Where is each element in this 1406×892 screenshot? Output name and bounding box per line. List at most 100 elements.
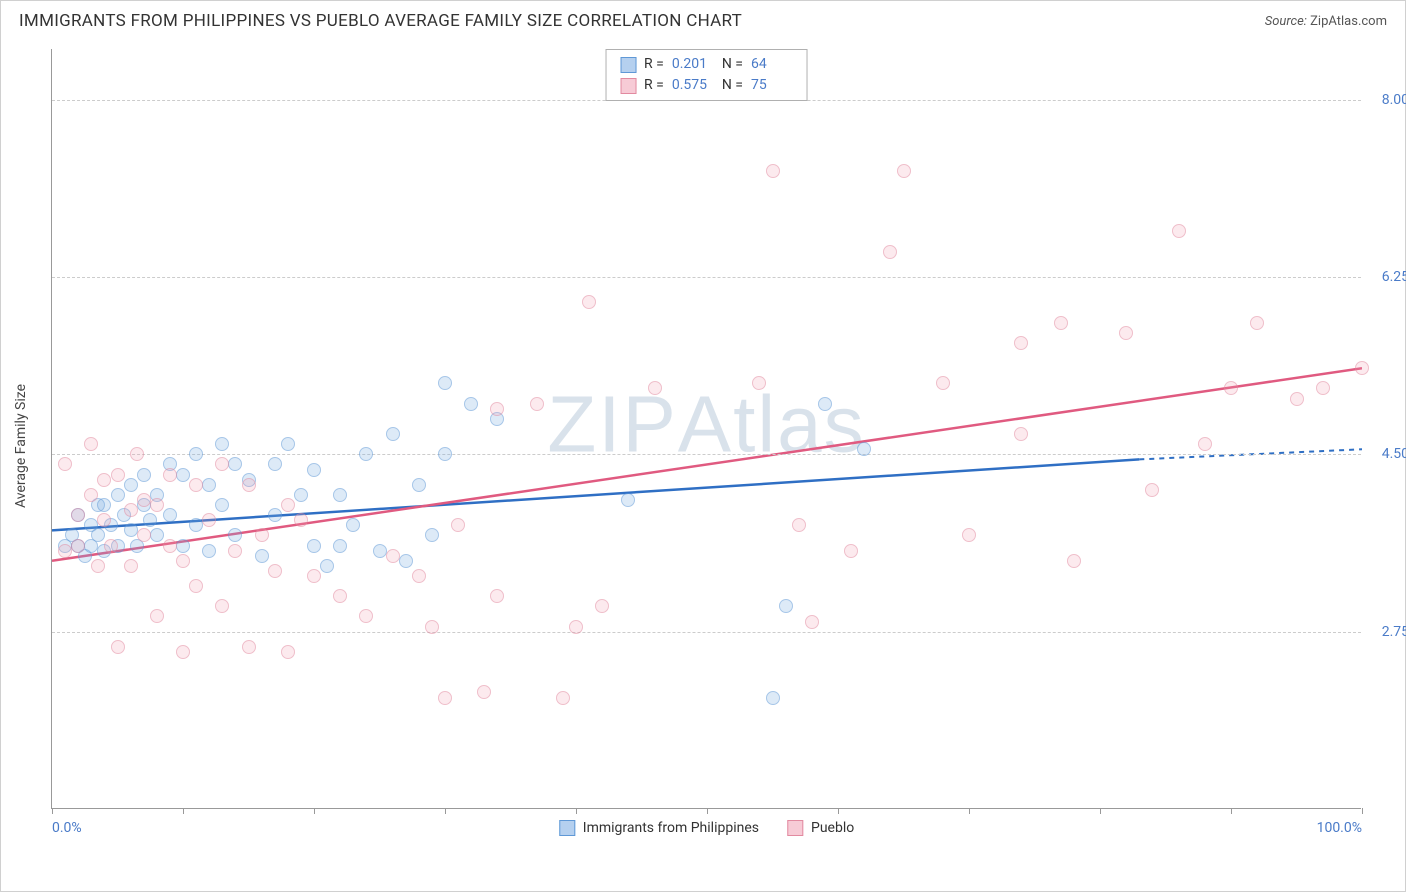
x-tick xyxy=(183,808,184,814)
data-point-philippines xyxy=(143,513,157,527)
data-point-pueblo xyxy=(766,164,780,178)
source-name: ZipAtlas.com xyxy=(1310,14,1387,29)
data-point-pueblo xyxy=(556,691,570,705)
data-point-pueblo xyxy=(281,645,295,659)
r-value-philippines: 0.201 xyxy=(672,54,714,75)
legend-swatch-blue xyxy=(559,820,575,836)
data-point-pueblo xyxy=(1198,437,1212,451)
data-point-philippines xyxy=(346,518,360,532)
data-point-pueblo xyxy=(163,468,177,482)
y-tick-label: 4.50 xyxy=(1382,446,1406,462)
data-point-philippines xyxy=(425,528,439,542)
data-point-philippines xyxy=(91,528,105,542)
data-point-philippines xyxy=(320,559,334,573)
x-tick-label: 100.0% xyxy=(1317,820,1362,836)
data-point-pueblo xyxy=(84,437,98,451)
data-point-pueblo xyxy=(58,544,72,558)
data-point-pueblo xyxy=(359,609,373,623)
data-point-philippines xyxy=(307,463,321,477)
data-point-pueblo xyxy=(307,569,321,583)
data-point-pueblo xyxy=(228,544,242,558)
data-point-pueblo xyxy=(294,513,308,527)
data-point-pueblo xyxy=(412,569,426,583)
data-point-pueblo xyxy=(215,457,229,471)
data-point-pueblo xyxy=(582,295,596,309)
data-point-pueblo xyxy=(844,544,858,558)
data-point-philippines xyxy=(412,478,426,492)
data-point-pueblo xyxy=(189,579,203,593)
y-tick-label: 6.25 xyxy=(1382,269,1406,285)
legend-row-pueblo: R = 0.575 N = 75 xyxy=(620,75,793,96)
legend-series: Immigrants from Philippines Pueblo xyxy=(559,820,854,836)
data-point-philippines xyxy=(766,691,780,705)
plot-area: ZIPAtlas R = 0.201 N = 64 R = 0.575 N = … xyxy=(51,49,1361,809)
data-point-philippines xyxy=(268,457,282,471)
data-point-pueblo xyxy=(1172,224,1186,238)
trend-lines-svg xyxy=(52,49,1362,809)
data-point-pueblo xyxy=(1067,554,1081,568)
data-point-pueblo xyxy=(137,493,151,507)
data-point-pueblo xyxy=(84,488,98,502)
data-point-pueblo xyxy=(490,589,504,603)
trend-line-pueblo xyxy=(52,368,1362,561)
data-point-pueblo xyxy=(962,528,976,542)
data-point-pueblo xyxy=(1316,381,1330,395)
data-point-pueblo xyxy=(215,599,229,613)
data-point-pueblo xyxy=(936,376,950,390)
data-point-philippines xyxy=(307,539,321,553)
legend-item-pueblo: Pueblo xyxy=(787,820,854,836)
data-point-pueblo xyxy=(1119,326,1133,340)
data-point-philippines xyxy=(268,508,282,522)
source-prefix: Source: xyxy=(1265,14,1310,29)
data-point-philippines xyxy=(399,554,413,568)
x-tick xyxy=(52,808,53,814)
data-point-philippines xyxy=(333,488,347,502)
data-point-philippines xyxy=(202,478,216,492)
gridline-h xyxy=(52,454,1361,455)
r-value-pueblo: 0.575 xyxy=(672,75,714,96)
data-point-pueblo xyxy=(137,528,151,542)
data-point-pueblo xyxy=(1224,381,1238,395)
data-point-pueblo xyxy=(386,549,400,563)
data-point-philippines xyxy=(163,508,177,522)
data-point-philippines xyxy=(228,528,242,542)
data-point-pueblo xyxy=(530,397,544,411)
data-point-philippines xyxy=(818,397,832,411)
data-point-pueblo xyxy=(805,615,819,629)
data-point-pueblo xyxy=(425,620,439,634)
data-point-pueblo xyxy=(97,473,111,487)
n-label: N = xyxy=(722,54,743,75)
x-tick xyxy=(445,808,446,814)
x-tick xyxy=(576,808,577,814)
data-point-philippines xyxy=(386,427,400,441)
data-point-philippines xyxy=(97,498,111,512)
data-point-philippines xyxy=(621,493,635,507)
x-tick xyxy=(969,808,970,814)
gridline-h xyxy=(52,632,1361,633)
gridline-h xyxy=(52,277,1361,278)
data-point-pueblo xyxy=(124,559,138,573)
data-point-philippines xyxy=(281,437,295,451)
data-point-pueblo xyxy=(268,564,282,578)
data-point-philippines xyxy=(124,478,138,492)
chart-title: IMMIGRANTS FROM PHILIPPINES VS PUEBLO AV… xyxy=(19,11,742,31)
data-point-pueblo xyxy=(490,402,504,416)
data-point-pueblo xyxy=(451,518,465,532)
data-point-pueblo xyxy=(124,503,138,517)
data-point-philippines xyxy=(333,539,347,553)
header: IMMIGRANTS FROM PHILIPPINES VS PUEBLO AV… xyxy=(1,1,1405,39)
data-point-philippines xyxy=(255,549,269,563)
data-point-pueblo xyxy=(130,447,144,461)
data-point-pueblo xyxy=(752,376,766,390)
data-point-pueblo xyxy=(176,645,190,659)
legend-swatch-pink xyxy=(620,78,636,94)
x-tick xyxy=(314,808,315,814)
data-point-philippines xyxy=(464,397,478,411)
data-point-philippines xyxy=(438,376,452,390)
data-point-pueblo xyxy=(71,508,85,522)
legend-row-philippines: R = 0.201 N = 64 xyxy=(620,54,793,75)
data-point-philippines xyxy=(124,523,138,537)
data-point-pueblo xyxy=(438,691,452,705)
data-point-pueblo xyxy=(91,559,105,573)
data-point-pueblo xyxy=(58,457,72,471)
